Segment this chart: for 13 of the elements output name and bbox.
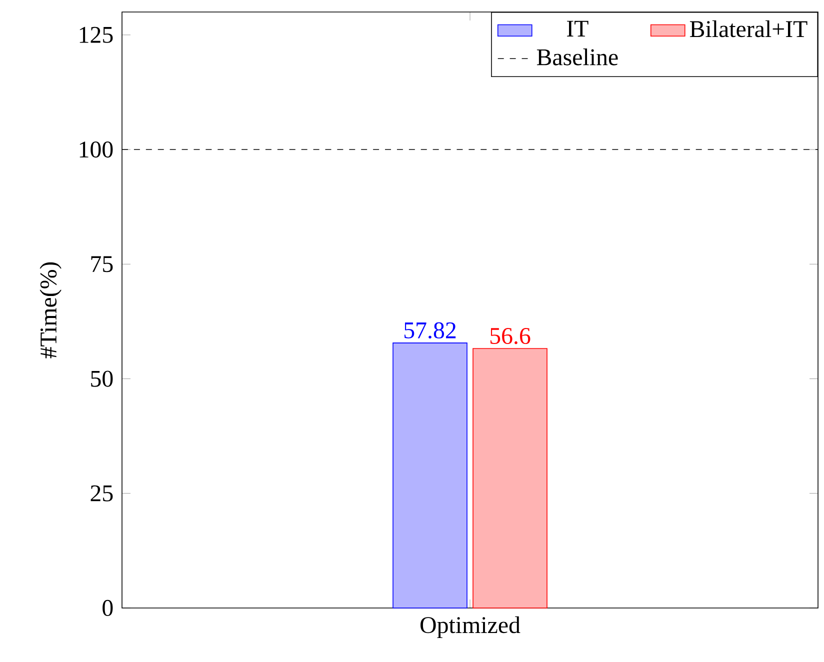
y-axis-title: #Time(%) <box>40 262 62 358</box>
y-tick-label: 100 <box>80 141 113 158</box>
legend-label: IT <box>567 20 588 36</box>
data-label: 56.6 <box>490 328 530 344</box>
legend-label: Baseline <box>536 48 618 66</box>
y-tick-label: 75 <box>91 256 113 272</box>
y-tick-label: 0 <box>102 600 113 616</box>
y-tick-label: 125 <box>80 26 113 43</box>
y-tick-label: 25 <box>90 485 113 502</box>
legend-label: Bilateral+IT <box>690 20 808 38</box>
data-label: 57.82 <box>404 322 456 339</box>
y-tick-label: 50 <box>91 370 113 387</box>
x-tick-label: Optimized <box>420 616 520 638</box>
